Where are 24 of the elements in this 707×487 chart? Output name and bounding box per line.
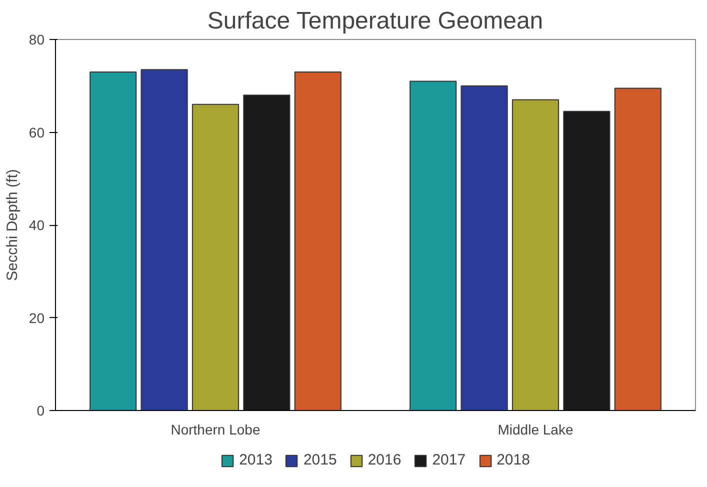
bar: [243, 94, 290, 410]
y-tick-label: 0: [36, 402, 45, 418]
bar: [140, 69, 188, 410]
bar: [192, 104, 240, 410]
legend-label: 2013: [239, 452, 272, 468]
legend-label: 2016: [368, 452, 402, 468]
legend-label: 2015: [303, 452, 337, 468]
bar: [512, 99, 560, 410]
y-tick-label: 80: [28, 32, 45, 48]
x-tick-label: Middle Lake: [498, 422, 574, 438]
y-tick-label: 60: [28, 124, 45, 140]
bar: [563, 110, 610, 410]
x-tick-label: Northern Lobe: [170, 422, 260, 438]
legend-label: 2018: [496, 452, 530, 468]
bar: [90, 71, 137, 410]
legend-label: 2017: [432, 452, 466, 468]
chart-title: Surface Temperature Geomean: [207, 8, 544, 34]
y-axis-title: Secchi Depth (ft): [4, 169, 21, 281]
y-tick-label: 40: [28, 217, 45, 233]
bar: [294, 71, 342, 410]
bar: [410, 80, 457, 410]
bar: [460, 85, 508, 410]
bar: [614, 88, 662, 410]
y-tick-label: 20: [28, 310, 45, 326]
